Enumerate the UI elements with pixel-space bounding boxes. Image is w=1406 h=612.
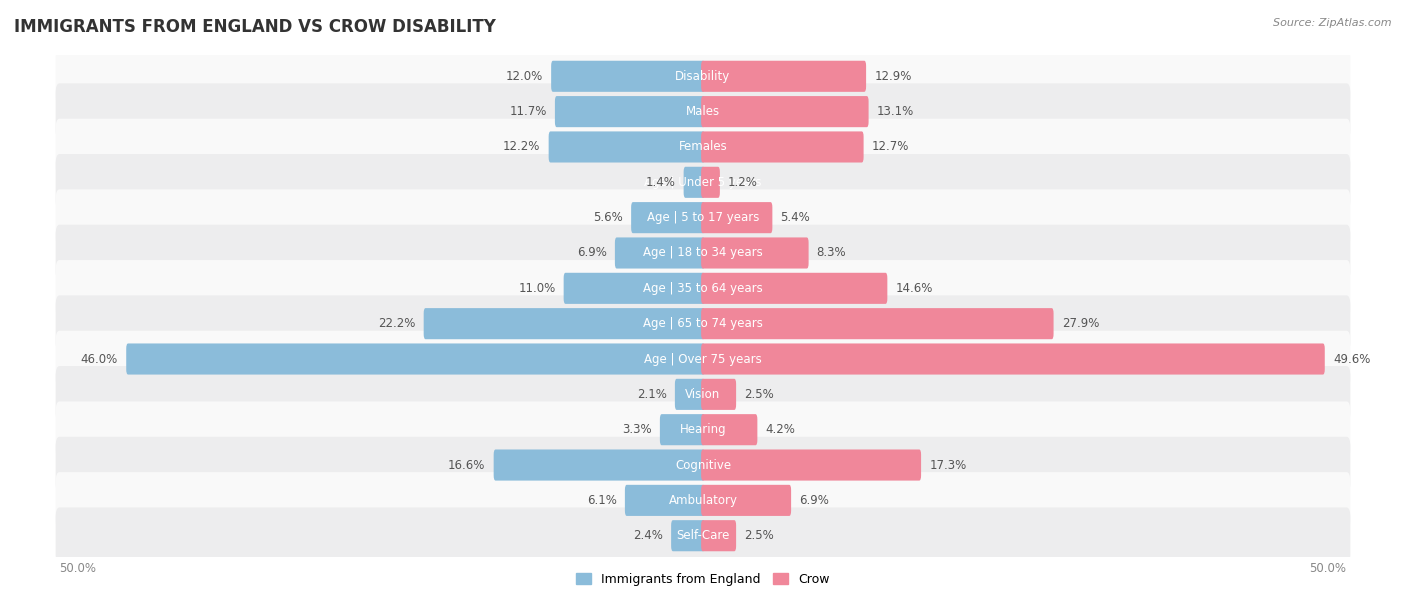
FancyBboxPatch shape bbox=[56, 83, 1350, 140]
FancyBboxPatch shape bbox=[675, 379, 704, 410]
Text: 11.7%: 11.7% bbox=[509, 105, 547, 118]
Text: Hearing: Hearing bbox=[679, 423, 727, 436]
Text: Self-Care: Self-Care bbox=[676, 529, 730, 542]
Text: 8.3%: 8.3% bbox=[817, 247, 846, 259]
FancyBboxPatch shape bbox=[56, 189, 1350, 246]
Text: 2.5%: 2.5% bbox=[744, 529, 773, 542]
FancyBboxPatch shape bbox=[614, 237, 704, 269]
FancyBboxPatch shape bbox=[631, 202, 704, 233]
Text: 17.3%: 17.3% bbox=[929, 458, 966, 471]
Text: Cognitive: Cognitive bbox=[675, 458, 731, 471]
FancyBboxPatch shape bbox=[494, 449, 704, 480]
FancyBboxPatch shape bbox=[548, 132, 704, 163]
FancyBboxPatch shape bbox=[56, 507, 1350, 564]
FancyBboxPatch shape bbox=[702, 166, 720, 198]
Text: 1.4%: 1.4% bbox=[645, 176, 675, 189]
FancyBboxPatch shape bbox=[702, 379, 737, 410]
FancyBboxPatch shape bbox=[702, 61, 866, 92]
Text: Source: ZipAtlas.com: Source: ZipAtlas.com bbox=[1274, 18, 1392, 28]
Text: Vision: Vision bbox=[685, 388, 721, 401]
Text: 12.2%: 12.2% bbox=[503, 141, 540, 154]
Text: Disability: Disability bbox=[675, 70, 731, 83]
FancyBboxPatch shape bbox=[702, 202, 772, 233]
Text: 3.3%: 3.3% bbox=[621, 423, 652, 436]
Text: Age | 35 to 64 years: Age | 35 to 64 years bbox=[643, 282, 763, 295]
FancyBboxPatch shape bbox=[423, 308, 704, 339]
FancyBboxPatch shape bbox=[555, 96, 704, 127]
Text: Males: Males bbox=[686, 105, 720, 118]
FancyBboxPatch shape bbox=[702, 96, 869, 127]
Text: 16.6%: 16.6% bbox=[449, 458, 485, 471]
Text: 49.6%: 49.6% bbox=[1333, 353, 1371, 365]
FancyBboxPatch shape bbox=[702, 414, 758, 446]
Text: Ambulatory: Ambulatory bbox=[668, 494, 738, 507]
Text: 1.2%: 1.2% bbox=[728, 176, 758, 189]
Text: Age | Under 5 years: Age | Under 5 years bbox=[644, 176, 762, 189]
FancyBboxPatch shape bbox=[56, 154, 1350, 211]
Text: 12.0%: 12.0% bbox=[506, 70, 543, 83]
FancyBboxPatch shape bbox=[127, 343, 704, 375]
FancyBboxPatch shape bbox=[702, 449, 921, 480]
Text: Age | 5 to 17 years: Age | 5 to 17 years bbox=[647, 211, 759, 224]
Text: 12.9%: 12.9% bbox=[875, 70, 911, 83]
Text: 5.6%: 5.6% bbox=[593, 211, 623, 224]
FancyBboxPatch shape bbox=[659, 414, 704, 446]
FancyBboxPatch shape bbox=[683, 166, 704, 198]
Text: Age | 65 to 74 years: Age | 65 to 74 years bbox=[643, 317, 763, 330]
Text: 14.6%: 14.6% bbox=[896, 282, 932, 295]
FancyBboxPatch shape bbox=[564, 273, 704, 304]
Text: 2.1%: 2.1% bbox=[637, 388, 666, 401]
FancyBboxPatch shape bbox=[56, 437, 1350, 493]
FancyBboxPatch shape bbox=[56, 401, 1350, 458]
FancyBboxPatch shape bbox=[702, 273, 887, 304]
FancyBboxPatch shape bbox=[56, 225, 1350, 282]
Text: 12.7%: 12.7% bbox=[872, 141, 910, 154]
FancyBboxPatch shape bbox=[56, 48, 1350, 105]
Text: IMMIGRANTS FROM ENGLAND VS CROW DISABILITY: IMMIGRANTS FROM ENGLAND VS CROW DISABILI… bbox=[14, 18, 496, 36]
Text: Age | 18 to 34 years: Age | 18 to 34 years bbox=[643, 247, 763, 259]
Text: 2.5%: 2.5% bbox=[744, 388, 773, 401]
FancyBboxPatch shape bbox=[702, 485, 792, 516]
FancyBboxPatch shape bbox=[56, 260, 1350, 316]
Text: Females: Females bbox=[679, 141, 727, 154]
FancyBboxPatch shape bbox=[56, 366, 1350, 423]
Text: Age | Over 75 years: Age | Over 75 years bbox=[644, 353, 762, 365]
Text: 5.4%: 5.4% bbox=[780, 211, 810, 224]
FancyBboxPatch shape bbox=[56, 296, 1350, 352]
Text: 6.9%: 6.9% bbox=[576, 247, 607, 259]
Text: 6.9%: 6.9% bbox=[799, 494, 830, 507]
Text: 13.1%: 13.1% bbox=[877, 105, 914, 118]
FancyBboxPatch shape bbox=[702, 132, 863, 163]
Text: 46.0%: 46.0% bbox=[82, 353, 118, 365]
FancyBboxPatch shape bbox=[56, 330, 1350, 387]
Text: 6.1%: 6.1% bbox=[586, 494, 617, 507]
FancyBboxPatch shape bbox=[702, 308, 1053, 339]
FancyBboxPatch shape bbox=[56, 472, 1350, 529]
FancyBboxPatch shape bbox=[671, 520, 704, 551]
FancyBboxPatch shape bbox=[702, 343, 1324, 375]
Text: 4.2%: 4.2% bbox=[765, 423, 796, 436]
FancyBboxPatch shape bbox=[551, 61, 704, 92]
Text: 22.2%: 22.2% bbox=[378, 317, 416, 330]
Legend: Immigrants from England, Crow: Immigrants from England, Crow bbox=[571, 568, 835, 591]
Text: 27.9%: 27.9% bbox=[1062, 317, 1099, 330]
FancyBboxPatch shape bbox=[702, 520, 737, 551]
FancyBboxPatch shape bbox=[702, 237, 808, 269]
Text: 11.0%: 11.0% bbox=[519, 282, 555, 295]
FancyBboxPatch shape bbox=[56, 119, 1350, 175]
Text: 2.4%: 2.4% bbox=[633, 529, 664, 542]
FancyBboxPatch shape bbox=[624, 485, 704, 516]
